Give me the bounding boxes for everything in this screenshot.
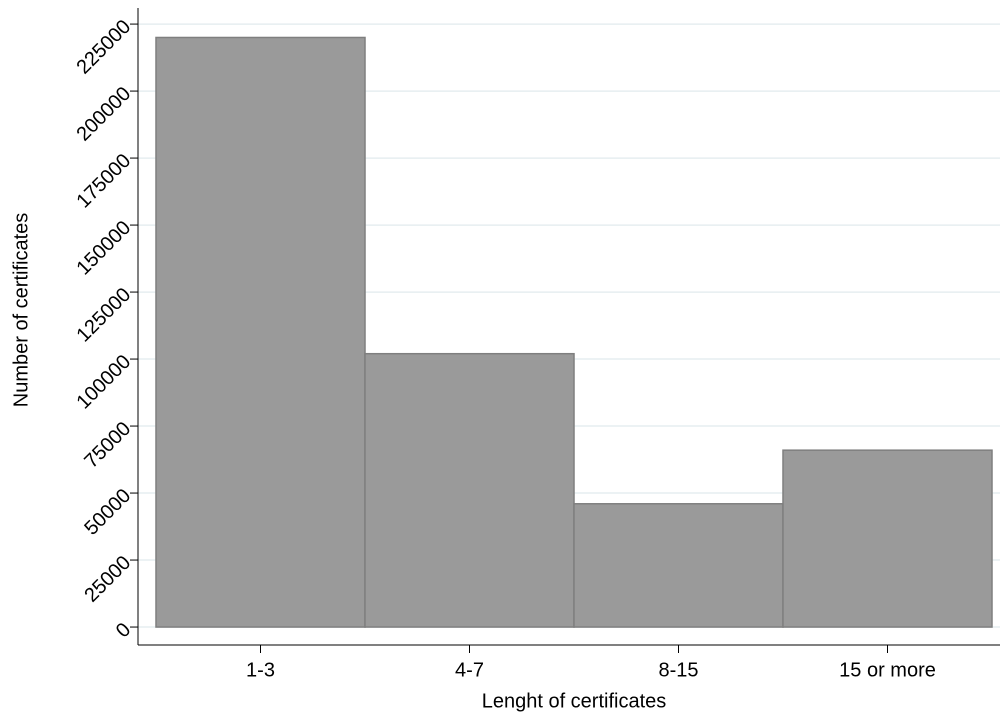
y-tick-label: 175000 bbox=[73, 150, 136, 213]
x-axis-label: Lenght of certificates bbox=[482, 690, 667, 712]
y-axis-label: Number of certificates bbox=[10, 213, 32, 408]
y-tick-label: 125000 bbox=[73, 284, 136, 347]
bar bbox=[573, 503, 784, 628]
y-tick-label: 225000 bbox=[73, 16, 136, 79]
x-tick-label: 4-7 bbox=[455, 659, 484, 681]
y-tick-label: 0 bbox=[112, 619, 135, 642]
x-tick-label: 8-15 bbox=[658, 659, 698, 681]
bar bbox=[782, 449, 993, 628]
y-tick-label: 200000 bbox=[73, 83, 136, 146]
bar bbox=[155, 36, 366, 628]
y-tick-label: 50000 bbox=[80, 485, 135, 540]
y-tick-label: 150000 bbox=[73, 217, 136, 280]
bar bbox=[364, 352, 575, 628]
y-tick-label: 75000 bbox=[80, 418, 135, 473]
y-tick-label: 25000 bbox=[80, 552, 135, 607]
y-tick-label: 100000 bbox=[73, 351, 136, 414]
x-tick-label: 1-3 bbox=[246, 659, 275, 681]
x-tick-label: 15 or more bbox=[839, 659, 936, 681]
